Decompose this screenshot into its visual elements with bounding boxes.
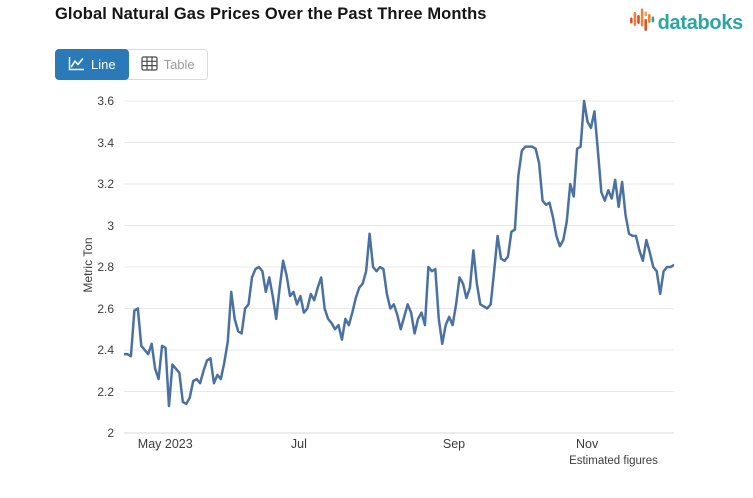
x-tick-label: Sep <box>442 437 466 451</box>
databoks-logo: databoks <box>629 7 744 39</box>
price-line-series <box>124 99 674 408</box>
databoks-logo-text: databoks <box>657 11 744 34</box>
y-tick-label: 2 <box>107 426 114 440</box>
y-tick-label: 2.2 <box>97 384 114 399</box>
x-tick-label: Nov <box>575 437 599 451</box>
estimated-figures-note: Estimated figures <box>569 455 658 467</box>
y-tick-label: 2.4 <box>97 343 114 357</box>
x-axis-tick-labels: May 2023 Jul Sep Nov <box>124 437 674 453</box>
table-grid-icon <box>140 55 158 74</box>
line-view-label: Line <box>91 57 116 72</box>
table-view-button[interactable]: Table <box>126 49 208 80</box>
price-line-chart <box>124 99 674 434</box>
y-tick-label: 3.6 <box>97 94 114 108</box>
view-toggle: Line Table <box>55 49 208 80</box>
y-tick-label: 2.6 <box>97 301 114 316</box>
x-tick-label: May 2023 <box>137 437 193 451</box>
line-chart-icon <box>68 56 85 74</box>
page-title: Global Natural Gas Prices Over the Past … <box>55 5 487 23</box>
table-view-label: Table <box>163 57 195 72</box>
x-tick-label: Jul <box>290 437 307 451</box>
y-tick-label: 2.8 <box>97 260 114 274</box>
databoks-waveform-icon <box>629 7 655 39</box>
y-tick-label: 3.2 <box>97 177 114 191</box>
line-view-button[interactable]: Line <box>55 49 129 80</box>
y-tick-label: 3 <box>107 218 114 233</box>
y-tick-label: 3.4 <box>97 135 114 150</box>
